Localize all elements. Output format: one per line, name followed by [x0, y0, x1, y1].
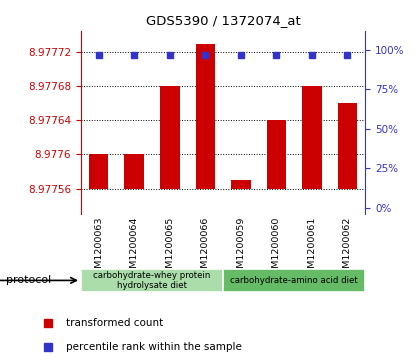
Text: transformed count: transformed count	[66, 318, 164, 328]
Bar	[223, 269, 365, 292]
Text: protocol: protocol	[6, 275, 51, 285]
Bar	[89, 155, 108, 189]
Title: GDS5390 / 1372074_at: GDS5390 / 1372074_at	[146, 14, 300, 27]
Text: GSM1200060: GSM1200060	[272, 217, 281, 280]
Text: GSM1200065: GSM1200065	[165, 217, 174, 280]
Bar	[124, 155, 144, 189]
Text: GSM1200059: GSM1200059	[236, 217, 245, 280]
Text: percentile rank within the sample: percentile rank within the sample	[66, 342, 242, 352]
Text: carbohydrate-whey protein
hydrolysate diet: carbohydrate-whey protein hydrolysate di…	[93, 271, 211, 290]
Text: GSM1200064: GSM1200064	[130, 217, 139, 280]
Bar	[195, 44, 215, 189]
Bar	[338, 103, 357, 189]
Text: GSM1200061: GSM1200061	[308, 217, 316, 280]
Text: GSM1200066: GSM1200066	[201, 217, 210, 280]
Bar	[81, 269, 223, 292]
Text: carbohydrate-amino acid diet: carbohydrate-amino acid diet	[230, 276, 358, 285]
Text: GSM1200062: GSM1200062	[343, 217, 352, 280]
Bar	[231, 180, 251, 189]
Bar	[266, 121, 286, 189]
Bar	[302, 86, 322, 189]
Text: GSM1200063: GSM1200063	[94, 217, 103, 280]
Bar	[160, 86, 180, 189]
